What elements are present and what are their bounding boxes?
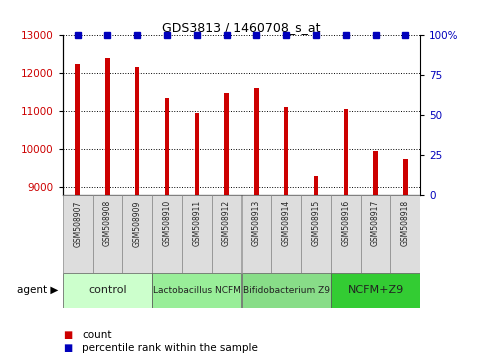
Bar — [135, 67, 140, 195]
Bar — [331, 273, 420, 308]
Text: GSM508918: GSM508918 — [401, 200, 410, 246]
Text: GSM508917: GSM508917 — [371, 200, 380, 246]
Bar — [331, 195, 361, 273]
Bar — [314, 176, 318, 195]
Bar — [63, 273, 152, 308]
Text: GSM508913: GSM508913 — [252, 200, 261, 246]
Text: Lactobacillus NCFM: Lactobacillus NCFM — [153, 286, 241, 295]
Title: GDS3813 / 1460708_s_at: GDS3813 / 1460708_s_at — [162, 21, 321, 34]
Text: control: control — [88, 285, 127, 295]
Bar — [195, 113, 199, 195]
Text: GSM508909: GSM508909 — [133, 200, 142, 246]
Bar — [242, 195, 271, 273]
Text: ■: ■ — [63, 343, 72, 353]
Text: GSM508914: GSM508914 — [282, 200, 291, 246]
Bar — [242, 273, 331, 308]
Text: GSM508916: GSM508916 — [341, 200, 350, 246]
Bar — [93, 195, 122, 273]
Text: agent ▶: agent ▶ — [16, 285, 58, 295]
Bar — [225, 93, 229, 195]
Text: count: count — [82, 330, 112, 339]
Text: NCFM+Z9: NCFM+Z9 — [347, 285, 404, 295]
Text: GSM508911: GSM508911 — [192, 200, 201, 246]
Text: GSM508910: GSM508910 — [163, 200, 171, 246]
Bar — [152, 273, 242, 308]
Bar — [271, 195, 301, 273]
Bar — [254, 88, 258, 195]
Bar — [343, 109, 348, 195]
Bar — [165, 98, 169, 195]
Bar — [390, 195, 420, 273]
Bar — [212, 195, 242, 273]
Bar — [301, 195, 331, 273]
Bar — [75, 64, 80, 195]
Text: GSM508915: GSM508915 — [312, 200, 320, 246]
Text: GSM508908: GSM508908 — [103, 200, 112, 246]
Bar — [284, 108, 288, 195]
Text: Bifidobacterium Z9: Bifidobacterium Z9 — [242, 286, 330, 295]
Bar — [152, 195, 182, 273]
Bar — [182, 195, 212, 273]
Bar — [373, 151, 378, 195]
Bar — [122, 195, 152, 273]
Text: GSM508912: GSM508912 — [222, 200, 231, 246]
Bar — [105, 58, 110, 195]
Text: ■: ■ — [63, 330, 72, 339]
Text: percentile rank within the sample: percentile rank within the sample — [82, 343, 258, 353]
Text: GSM508907: GSM508907 — [73, 200, 82, 246]
Bar — [63, 195, 93, 273]
Bar — [403, 159, 408, 195]
Bar — [361, 195, 390, 273]
